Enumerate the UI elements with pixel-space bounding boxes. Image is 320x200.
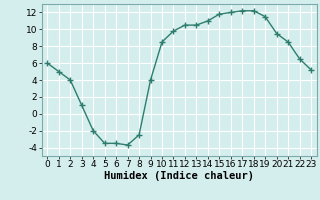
X-axis label: Humidex (Indice chaleur): Humidex (Indice chaleur)	[104, 171, 254, 181]
